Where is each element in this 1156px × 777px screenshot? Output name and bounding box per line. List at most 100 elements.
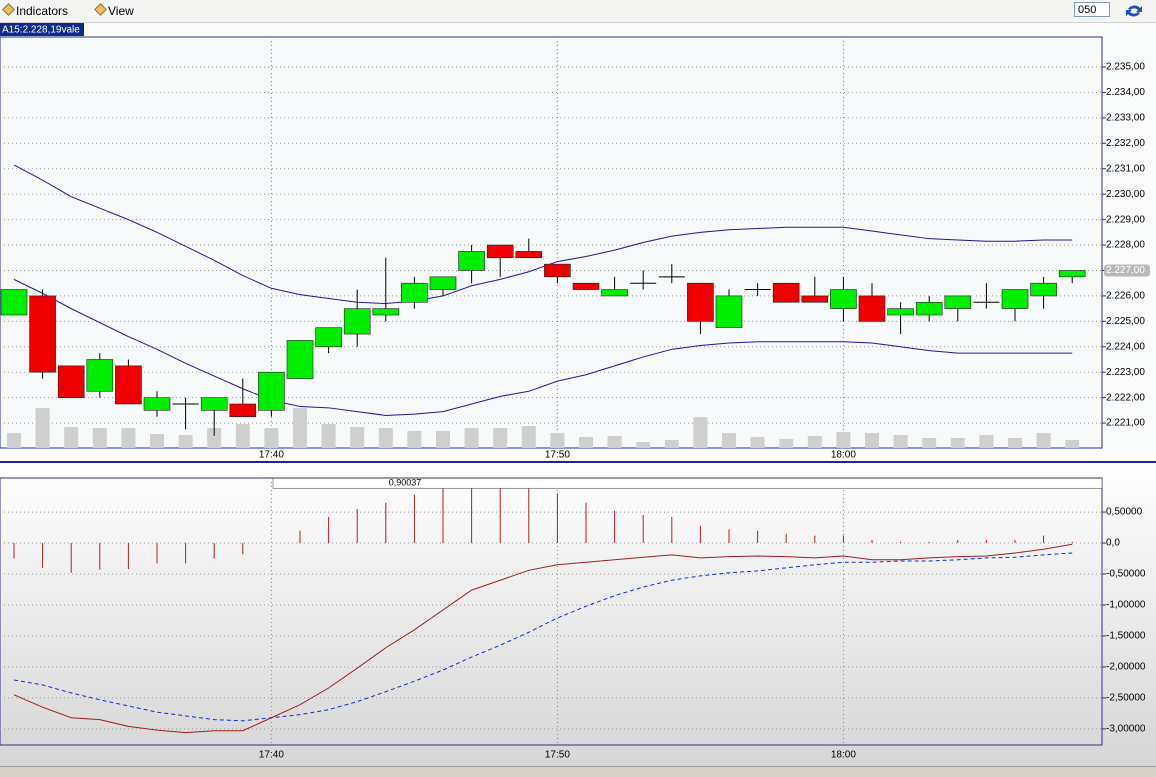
volume-bar	[807, 436, 822, 448]
candle-body	[1030, 282, 1057, 297]
volume-bar	[750, 437, 765, 448]
y-tick-label: 2.233,00	[1106, 113, 1145, 124]
volume-bar	[779, 439, 794, 448]
candle-body	[258, 371, 285, 411]
volume-bar	[579, 437, 593, 448]
volume-bar	[722, 433, 736, 448]
candle-body	[687, 282, 714, 322]
y-tick-label: -2,50000	[1106, 693, 1146, 704]
y-tick-label: -0,50000	[1106, 569, 1146, 580]
volume-bar	[893, 435, 908, 448]
volume-bar	[693, 417, 708, 448]
menu-label[interactable]: Indicators	[16, 4, 69, 18]
candle-body	[544, 263, 571, 278]
y-tick-label: -2,00000	[1106, 662, 1146, 673]
y-tick-label: 2.231,00	[1106, 163, 1145, 174]
volume-bar	[293, 408, 307, 448]
candle-body	[343, 308, 371, 335]
lower-panel-bg	[0, 463, 1156, 766]
candle-body	[57, 365, 85, 398]
volume-bar	[836, 432, 851, 448]
x-tick-label: 17:50	[545, 750, 570, 761]
volume-bar	[607, 436, 622, 448]
volume-bar	[922, 438, 937, 448]
y-tick-label: 2.225,00	[1106, 316, 1145, 327]
indicator-line	[13, 543, 1073, 734]
indicator-line	[13, 164, 1073, 305]
y-tick-label: 2.230,00	[1106, 189, 1145, 200]
current-price-label: 2.227,00	[1106, 265, 1145, 276]
candle-body	[429, 276, 457, 290]
volume-bar	[636, 442, 651, 448]
max-annotation: 0,90037	[389, 478, 422, 488]
candle-body	[572, 282, 600, 290]
y-tick-label: 2.234,00	[1106, 87, 1145, 98]
volume-bar	[378, 428, 393, 448]
x-tick-label: 17:40	[259, 450, 284, 461]
volume-bar	[35, 408, 50, 448]
volume-bar	[92, 428, 107, 448]
volume-bar	[493, 428, 508, 448]
y-tick-label: -3,00000	[1106, 724, 1146, 735]
candle-body	[915, 301, 943, 316]
volume-bar	[264, 428, 279, 448]
x-tick-label: 18:00	[831, 750, 856, 761]
volume-bar	[407, 431, 422, 448]
candle-body	[515, 251, 543, 259]
volume-bar	[321, 424, 336, 448]
volume-bar	[436, 431, 450, 448]
volume-bar	[121, 428, 136, 448]
candle-body	[115, 365, 142, 405]
taskbar	[0, 766, 1156, 777]
volume-bar	[150, 434, 164, 448]
candle-body	[315, 327, 342, 348]
y-tick-label: 2.232,00	[1106, 138, 1145, 149]
candle-body	[286, 340, 314, 379]
candle-body	[458, 251, 485, 271]
candle-body	[29, 295, 56, 373]
menu-label[interactable]: View	[108, 4, 134, 18]
volume-bar	[865, 433, 879, 448]
max-annotation-box	[272, 477, 1103, 489]
chart-title: A15:2.228,19vale	[2, 25, 80, 36]
y-tick-label: 2.228,00	[1106, 240, 1145, 251]
y-tick-label: 2.221,00	[1106, 418, 1145, 429]
y-tick-label: 2.223,00	[1106, 367, 1145, 378]
x-tick-label: 17:50	[545, 450, 570, 461]
candle-body	[601, 289, 628, 297]
volume-bar	[1008, 438, 1022, 448]
candle-body	[486, 244, 514, 259]
volume-bar	[350, 427, 365, 448]
candle-body	[86, 359, 114, 392]
candle-body	[801, 295, 829, 303]
x-tick-label: 18:00	[831, 450, 856, 461]
indicator-line	[13, 552, 1073, 722]
refresh-button[interactable]	[1124, 1, 1144, 21]
volume-bar	[207, 428, 222, 448]
menu-indicators[interactable]: Indicators	[2, 3, 69, 18]
volume-bar	[664, 440, 679, 448]
y-tick-label: -1,00000	[1106, 600, 1146, 611]
candle-body	[0, 289, 28, 316]
candle-body	[715, 295, 743, 329]
candle-body	[858, 295, 886, 322]
candle-body	[372, 308, 400, 316]
menu-view[interactable]: View	[94, 3, 134, 18]
title-box	[0, 23, 84, 36]
candle-body	[772, 282, 800, 303]
candle-body	[1058, 270, 1086, 278]
volume-bar	[178, 435, 193, 448]
period-input[interactable]: 050	[1074, 2, 1110, 17]
toolbar: Indicators View 050	[0, 0, 1156, 23]
y-tick-label: 0,50000	[1106, 507, 1143, 518]
candle-body	[830, 289, 857, 309]
y-tick-label: 2.226,00	[1106, 291, 1145, 302]
y-tick-label: 2.229,00	[1106, 214, 1145, 225]
main-plot	[0, 36, 1103, 449]
candle-body	[200, 397, 228, 411]
volume-bar	[64, 427, 79, 448]
x-tick-label: 17:40	[259, 750, 284, 761]
volume-bar	[950, 438, 965, 448]
